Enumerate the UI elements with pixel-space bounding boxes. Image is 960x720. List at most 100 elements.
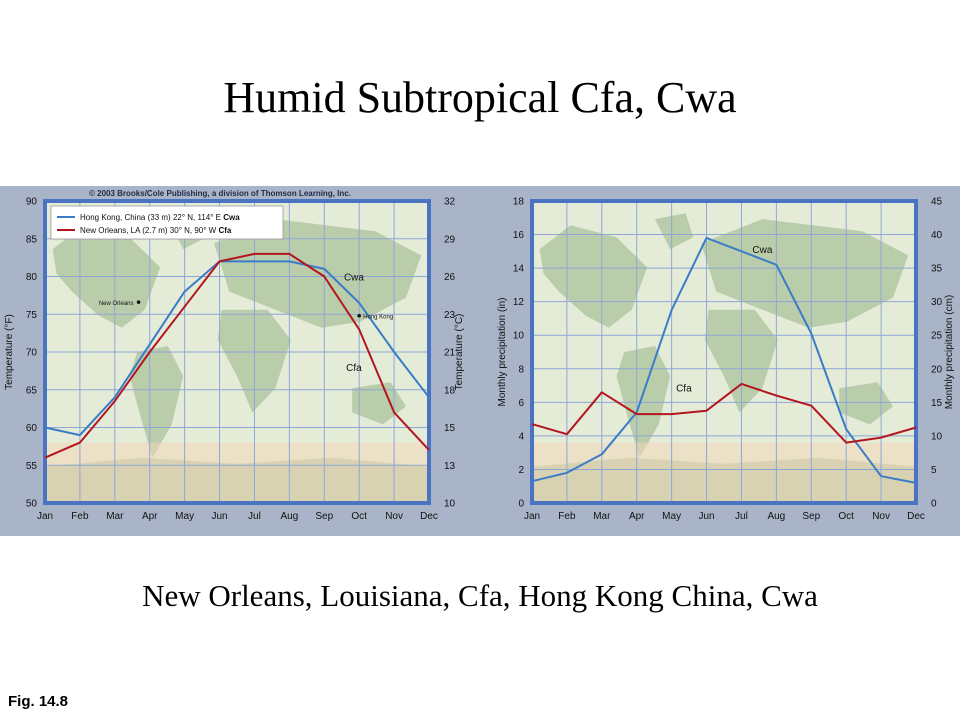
- series-line-cwa: [44, 260, 430, 437]
- y-axis-label-left: Monthly precipitation (in): [497, 298, 508, 407]
- x-tick-label: May: [662, 511, 681, 522]
- map-landmass-5: [352, 382, 406, 425]
- x-tick-label: Jan: [524, 511, 540, 522]
- x-tick-label: Jan: [37, 511, 53, 522]
- x-tick-label: Aug: [280, 511, 298, 522]
- x-tick-label: Jun: [211, 511, 227, 522]
- x-tick-label: Jul: [735, 511, 748, 522]
- map-landmass-3: [214, 219, 422, 328]
- y-tick-label-left: 70: [26, 348, 38, 359]
- x-tick-label: Jun: [698, 511, 714, 522]
- x-tick-label: Apr: [142, 511, 158, 522]
- x-tick-label: Nov: [872, 511, 890, 522]
- x-tick-label: Mar: [593, 511, 611, 522]
- y-tick-label-right: 0: [931, 499, 937, 510]
- y-tick-label-left: 75: [26, 310, 38, 321]
- figure-label: Fig. 14.8: [8, 693, 69, 710]
- y-tick-label-right: 13: [444, 461, 456, 472]
- y-tick-label-right: 29: [444, 234, 456, 245]
- y-tick-label-right: 5: [931, 465, 937, 476]
- y-tick-label-right: 20: [931, 364, 943, 375]
- map-landmass-6: [654, 213, 694, 250]
- x-tick-label: Nov: [385, 511, 403, 522]
- x-tick-label: Oct: [351, 511, 367, 522]
- slide-caption: New Orleans, Louisiana, Cfa, Hong Kong C…: [142, 578, 818, 613]
- y-tick-label-left: 65: [26, 385, 38, 396]
- legend: Hong Kong, China (33 m) 22° N, 114° E Cw…: [50, 205, 284, 240]
- y-tick-label-left: 10: [513, 331, 525, 342]
- climate-figure: © 2003 Brooks/Cole Publishing, a divisio…: [0, 186, 960, 536]
- x-tick-label: Dec: [420, 511, 438, 522]
- legend-entry: Hong Kong, China (33 m) 22° N, 114° E Cw…: [80, 213, 240, 222]
- legend-entry: New Orleans, LA (2.7 m) 30° N, 90° W Cfa: [80, 226, 232, 235]
- y-tick-label-left: 55: [26, 461, 38, 472]
- y-tick-label-right: 45: [931, 197, 943, 208]
- y-axis-label-right: Temperature (°C): [454, 314, 465, 391]
- plot-frame: [43, 199, 431, 505]
- y-tick-label-right: 10: [444, 499, 456, 510]
- x-tick-label: Mar: [106, 511, 124, 522]
- slide-title: Humid Subtropical Cfa, Cwa: [223, 73, 737, 122]
- y-tick-label-left: 18: [513, 197, 525, 208]
- y-tick-label-right: 40: [931, 230, 943, 241]
- y-tick-label-right: 15: [444, 423, 456, 434]
- chart-1: 50 55 60 65 70 75 80 85 90 10 13 15 18 21 23 26 29 32 Jan F…: [4, 197, 465, 523]
- series-line-cfa: [44, 252, 430, 459]
- y-axis-label-right: Monthly precipitation (cm): [944, 295, 955, 409]
- y-axis-label-left: Temperature (°F): [4, 314, 15, 390]
- world-map: [532, 213, 916, 503]
- y-tick-label-right: 23: [444, 310, 456, 321]
- x-tick-label: Jul: [248, 511, 261, 522]
- y-tick-label-right: 15: [931, 398, 943, 409]
- copyright-text: © 2003 Brooks/Cole Publishing, a divisio…: [89, 189, 351, 198]
- y-tick-label-right: 32: [444, 197, 456, 208]
- series-label-cfa: Cfa: [676, 383, 692, 394]
- map-landmass-5: [839, 382, 893, 425]
- series-line-cfa: [531, 382, 917, 444]
- chart-2: 0 2 4 6 8 10 12 14 16 18 0 5 10 15 20 25 30 35 40 45 Jan Feb M…: [497, 197, 955, 523]
- hong-kong-map-label: Hong Kong: [363, 314, 393, 320]
- x-tick-label: Sep: [802, 511, 820, 522]
- y-tick-label-right: 25: [931, 331, 943, 342]
- x-tick-label: Apr: [629, 511, 645, 522]
- x-tick-label: Aug: [767, 511, 785, 522]
- map-landmass-3: [701, 219, 909, 328]
- y-tick-label-left: 0: [518, 499, 524, 510]
- x-tick-label: Feb: [71, 511, 89, 522]
- x-tick-label: Sep: [315, 511, 333, 522]
- y-tick-label-left: 4: [518, 431, 524, 442]
- y-tick-label-left: 12: [513, 297, 525, 308]
- series-label-cfa: Cfa: [346, 363, 362, 374]
- climate-charts-svg: © 2003 Brooks/Cole Publishing, a divisio…: [0, 186, 960, 536]
- y-tick-label-left: 80: [26, 272, 38, 283]
- hong-kong-marker: [357, 313, 361, 318]
- y-tick-label-left: 90: [26, 197, 38, 208]
- plot-frame: [530, 199, 918, 505]
- y-tick-label-left: 16: [513, 230, 525, 241]
- x-tick-label: Feb: [558, 511, 576, 522]
- y-tick-label-left: 50: [26, 499, 38, 510]
- map-south-tint: [45, 442, 429, 503]
- y-tick-label-left: 8: [518, 364, 524, 375]
- series-label-cwa: Cwa: [344, 272, 364, 283]
- legend-box: [50, 205, 284, 240]
- y-tick-label-right: 35: [931, 264, 943, 275]
- y-tick-label-left: 60: [26, 423, 38, 434]
- series-line-cwa: [531, 236, 917, 484]
- y-tick-label-right: 10: [931, 431, 943, 442]
- new-orleans-marker: [136, 300, 141, 304]
- y-tick-label-left: 85: [26, 234, 38, 245]
- x-tick-label: Dec: [907, 511, 925, 522]
- map-south-tint: [532, 442, 916, 503]
- y-tick-label-right: 26: [444, 272, 456, 283]
- y-tick-label-left: 2: [518, 465, 524, 476]
- x-tick-label: Oct: [838, 511, 854, 522]
- y-tick-label-right: 18: [444, 385, 456, 396]
- map-landmass-2: [129, 346, 184, 458]
- y-tick-label-left: 6: [518, 398, 524, 409]
- series-label-cwa: Cwa: [752, 245, 772, 256]
- y-tick-label-right: 21: [444, 348, 456, 359]
- new-orleans-map-label: New Orleans: [99, 301, 134, 307]
- y-tick-label-left: 14: [513, 264, 525, 275]
- x-tick-label: May: [175, 511, 194, 522]
